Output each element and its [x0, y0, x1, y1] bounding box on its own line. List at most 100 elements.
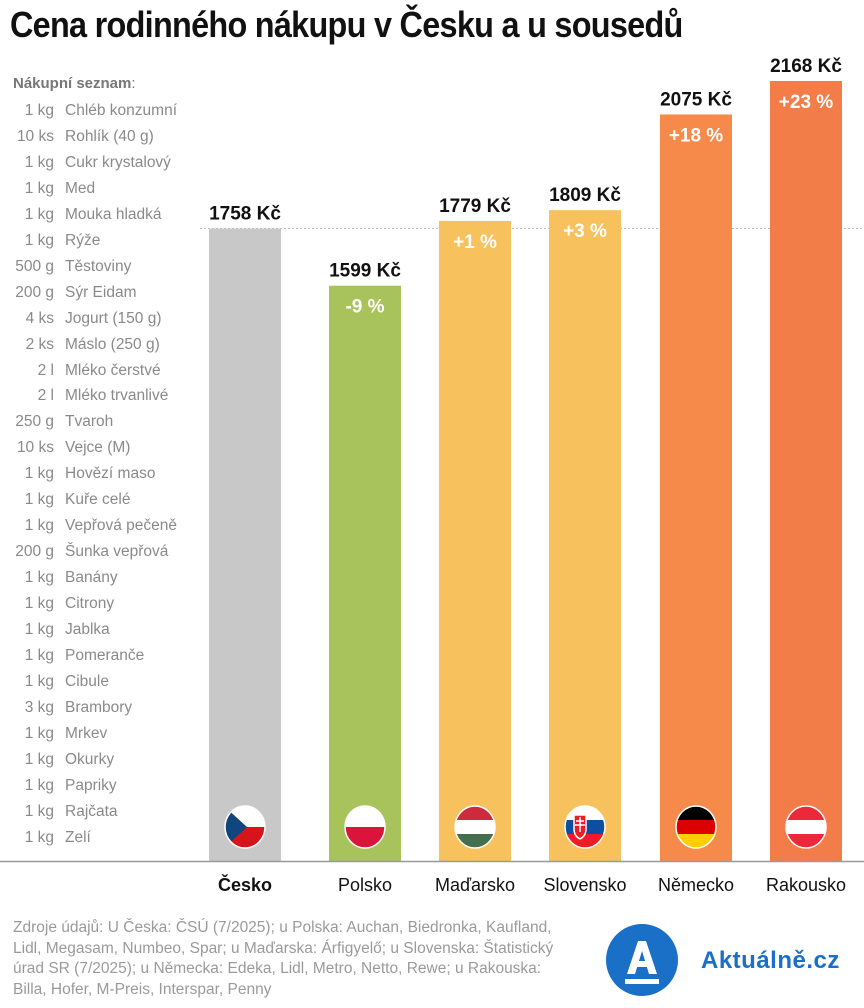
value-label: 2168 Kč — [770, 56, 842, 77]
list-item-name: Zelí — [65, 828, 91, 846]
bar-česko — [209, 228, 281, 862]
bar-rakousko — [770, 81, 842, 861]
list-item-name: Mrkev — [65, 724, 108, 742]
list-item: 1 kg Rýže — [0, 232, 200, 258]
list-item: 1 kg Okurky — [0, 751, 200, 777]
list-item-quantity: 4 ks — [25, 309, 54, 327]
list-item-quantity: 200 g — [15, 283, 54, 301]
list-item-name: Banány — [65, 569, 118, 587]
value-label: 1779 Kč — [439, 196, 511, 217]
list-item-quantity: 2 l — [37, 361, 54, 379]
german-flag-icon — [675, 805, 717, 849]
list-item-quantity: 1 kg — [24, 102, 54, 119]
diff-label: +1 % — [453, 232, 497, 253]
shopping-list-heading-text: Nákupní seznam — [13, 75, 132, 92]
heading-colon: : — [131, 75, 136, 92]
category-label: Slovensko — [543, 875, 626, 895]
hungarian-flag-icon — [454, 805, 496, 849]
list-item-name: Hovězí maso — [65, 465, 156, 483]
list-item-name: Rajčata — [65, 802, 118, 820]
list-item-name: Jogurt (150 g) — [65, 309, 162, 327]
list-item: 250 g Tvaroh — [0, 413, 200, 439]
list-item-name: Rohlík (40 g) — [65, 127, 154, 145]
list-item: 1 kg Chléb konzumní — [0, 102, 200, 128]
list-item-quantity: 1 kg — [24, 491, 54, 509]
diff-label: +23 % — [779, 92, 834, 113]
category-label: Maďarsko — [435, 875, 515, 895]
category-label: Polsko — [338, 875, 392, 895]
diff-label: +18 % — [669, 125, 724, 146]
list-item: 1 kg Pomeranče — [0, 647, 200, 673]
list-item-quantity: 1 kg — [24, 465, 54, 483]
list-item: 500 g Těstoviny — [0, 258, 200, 284]
list-item: 1 kg Kuře celé — [0, 491, 200, 517]
list-item: 1 kg Mouka hladká — [0, 206, 200, 232]
list-item-name: Vepřová pečeně — [65, 517, 178, 535]
list-item: 1 kg Jablka — [0, 621, 200, 647]
list-item-name: Těstoviny — [65, 257, 132, 275]
list-item-name: Jablka — [65, 621, 110, 638]
bar-německo — [660, 114, 732, 861]
list-item-quantity: 200 g — [15, 543, 54, 561]
list-item-name: Papriky — [65, 776, 117, 794]
list-item-name: Med — [65, 179, 96, 197]
list-item: 1 kg Zelí — [0, 829, 200, 855]
list-item-quantity: 1 kg — [24, 179, 54, 197]
list-item-quantity: 250 g — [15, 413, 54, 431]
logo-letter-a-icon — [625, 941, 659, 984]
list-item-name: Citrony — [65, 595, 115, 613]
list-item: 1 kg Citrony — [0, 595, 200, 621]
list-item-quantity: 1 kg — [24, 231, 54, 249]
list-item-name: Sýr Eidam — [65, 283, 137, 301]
list-item-quantity: 1 kg — [24, 621, 54, 638]
list-item: 1 kg Rajčata — [0, 803, 200, 829]
list-item-name: Brambory — [65, 698, 133, 716]
list-item-quantity: 1 kg — [24, 802, 54, 820]
list-item-name: Chléb konzumní — [65, 102, 178, 119]
list-item-quantity: 1 kg — [24, 750, 54, 768]
list-item: 2 l Mléko čerstvé — [0, 362, 200, 388]
list-item-name: Mouka hladká — [65, 205, 162, 223]
list-item-quantity: 2 ks — [25, 335, 54, 353]
value-label: 1809 Kč — [549, 185, 621, 206]
logo-wordmark: Aktuálně.cz — [701, 947, 840, 974]
category-label: Rakousko — [766, 875, 846, 895]
list-item: 1 kg Vepřová pečeně — [0, 517, 200, 543]
list-item: 2 ks Máslo (250 g) — [0, 336, 200, 362]
austrian-flag-icon — [785, 805, 827, 849]
list-item: 200 g Šunka vepřová — [0, 543, 200, 569]
value-label: 2075 Kč — [660, 89, 732, 110]
list-item: 10 ks Vejce (M) — [0, 439, 200, 465]
list-item-name: Kuře celé — [65, 491, 131, 509]
list-item: 2 l Mléko trvanlivé — [0, 387, 200, 413]
list-item-quantity: 1 kg — [24, 517, 54, 535]
list-item-quantity: 3 kg — [24, 698, 54, 716]
bar-maďarsko — [439, 220, 511, 862]
list-item: 200 g Sýr Eidam — [0, 284, 200, 310]
list-item-quantity: 1 kg — [24, 153, 54, 171]
list-item-name: Okurky — [65, 750, 115, 768]
bar-chart: 1758 Kč Česko 1599 Kč -9 % Polsko 1779 Kč +1 %… — [0, 56, 864, 895]
sources-note: Zdroje údajů: U Česka: ČSÚ (7/2025); u P… — [13, 919, 554, 998]
list-item-quantity: 1 kg — [24, 672, 54, 690]
diff-label: +3 % — [563, 221, 607, 242]
list-item: 1 kg Cibule — [0, 673, 200, 699]
list-item-quantity: 10 ks — [16, 127, 54, 145]
list-item-name: Tvaroh — [65, 413, 114, 431]
list-item-quantity: 1 kg — [24, 205, 54, 223]
list-item-name: Šunka vepřová — [65, 543, 169, 561]
list-item-quantity: 10 ks — [16, 439, 54, 457]
list-item-quantity: 1 kg — [24, 828, 54, 846]
list-item-quantity: 1 kg — [24, 569, 54, 587]
slovak-flag-icon — [564, 805, 606, 849]
chart-title: Cena rodinného nákupu v Česku a u soused… — [10, 4, 683, 45]
category-label: Česko — [218, 874, 272, 895]
list-item-name: Máslo (250 g) — [65, 335, 160, 353]
list-item: 4 ks Jogurt (150 g) — [0, 310, 200, 336]
list-item-name: Mléko trvanlivé — [65, 387, 169, 405]
list-item: 1 kg Banány — [0, 569, 200, 595]
list-item-quantity: 1 kg — [24, 595, 54, 613]
list-item: 1 kg Cukr krystalový — [0, 154, 200, 180]
list-item-name: Cukr krystalový — [65, 153, 171, 171]
polish-flag-icon — [344, 805, 386, 849]
